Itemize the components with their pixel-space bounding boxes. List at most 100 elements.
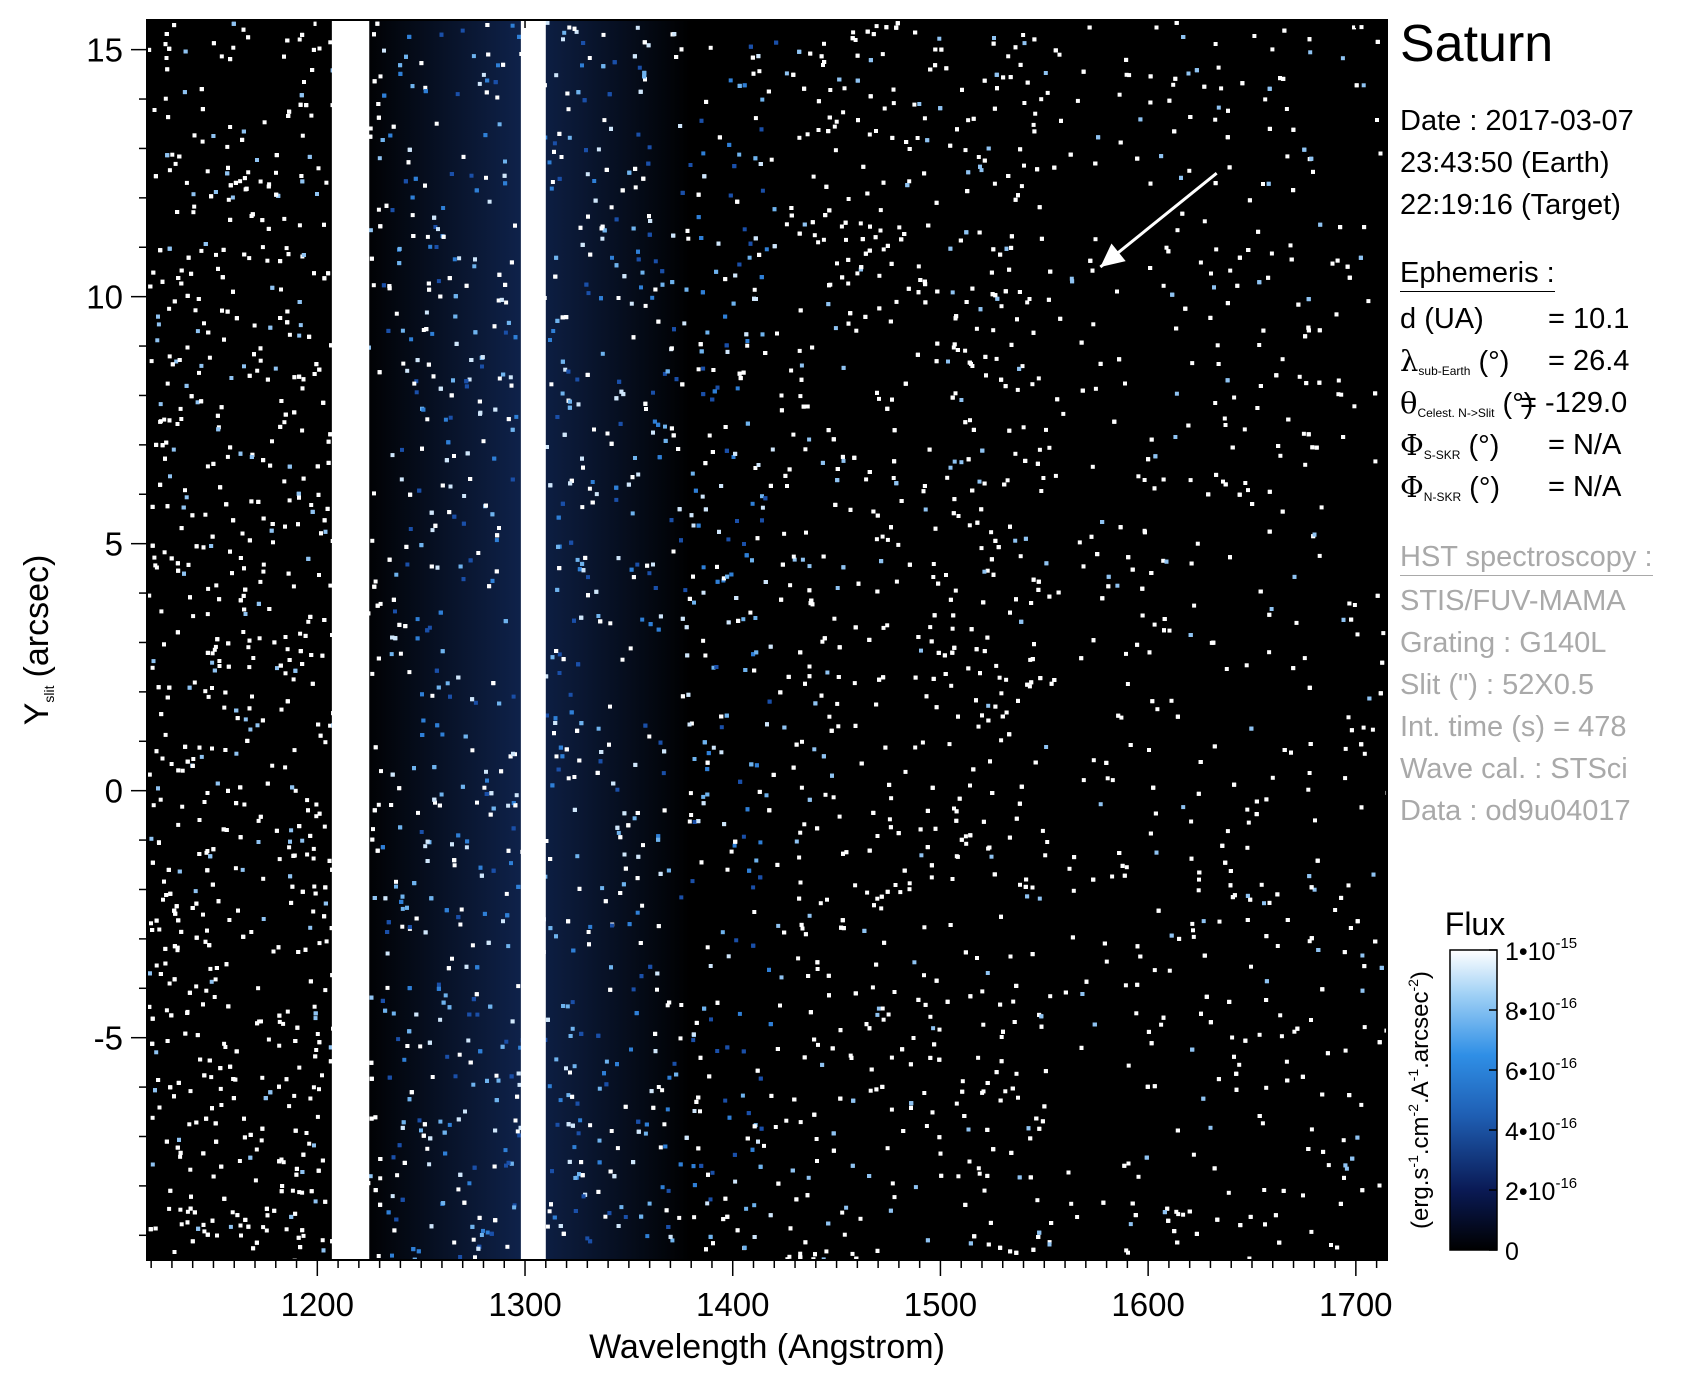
noise-pixel — [1025, 894, 1030, 899]
noise-pixel — [1149, 437, 1154, 442]
noise-pixel — [1011, 999, 1016, 1004]
noise-pixel — [891, 476, 896, 480]
noise-pixel — [277, 1019, 282, 1024]
noise-pixel — [1196, 888, 1201, 893]
noise-pixel — [688, 163, 693, 167]
noise-pixel — [743, 668, 748, 672]
noise-pixel — [775, 331, 779, 336]
noise-pixel — [188, 1089, 193, 1094]
noise-pixel — [789, 368, 794, 373]
noise-pixel — [946, 359, 950, 364]
noise-pixel — [1191, 1152, 1196, 1157]
noise-pixel — [195, 1033, 200, 1038]
noise-pixel — [1245, 807, 1250, 812]
noise-pixel — [991, 247, 996, 252]
noise-pixel — [887, 817, 892, 822]
noise-pixel — [928, 1014, 933, 1019]
noise-pixel — [894, 299, 899, 304]
noise-pixel — [506, 417, 511, 422]
noise-pixel — [394, 572, 399, 577]
noise-pixel — [1181, 805, 1186, 810]
noise-pixel — [1020, 364, 1025, 369]
noise-pixel — [807, 437, 812, 442]
noise-pixel — [658, 1145, 663, 1150]
noise-pixel — [169, 556, 174, 561]
noise-pixel — [913, 1185, 918, 1190]
noise-pixel — [580, 505, 585, 510]
noise-pixel — [691, 1164, 696, 1169]
noise-pixel — [912, 102, 917, 107]
noise-pixel — [610, 923, 614, 928]
noise-pixel — [471, 54, 476, 59]
noise-pixel — [1346, 883, 1351, 888]
noise-pixel — [726, 620, 731, 625]
noise-pixel — [307, 1141, 312, 1146]
noise-pixel — [172, 23, 177, 28]
noise-pixel — [473, 1255, 477, 1260]
noise-pixel — [425, 234, 430, 239]
noise-pixel — [560, 754, 565, 759]
noise-pixel — [467, 377, 472, 382]
noise-pixel — [1262, 1188, 1267, 1192]
noise-pixel — [147, 47, 152, 52]
noise-pixel — [933, 47, 938, 52]
noise-pixel — [907, 179, 912, 184]
noise-pixel — [413, 176, 418, 181]
noise-pixel — [792, 557, 797, 562]
noise-pixel — [496, 298, 501, 303]
noise-pixel — [479, 1233, 484, 1237]
noise-pixel — [918, 827, 923, 832]
noise-pixel — [566, 107, 571, 112]
noise-pixel — [427, 1162, 432, 1167]
noise-pixel — [976, 1055, 981, 1060]
noise-pixel — [701, 151, 706, 156]
noise-pixel — [609, 965, 613, 970]
noise-pixel — [858, 221, 863, 226]
noise-pixel — [253, 1178, 258, 1183]
noise-pixel — [184, 180, 189, 185]
noise-pixel — [436, 227, 440, 232]
noise-pixel — [867, 132, 872, 137]
noise-pixel — [300, 1228, 305, 1233]
noise-pixel — [1016, 1095, 1020, 1100]
noise-pixel — [292, 1093, 297, 1098]
noise-pixel — [768, 644, 773, 649]
noise-pixel — [510, 477, 515, 482]
noise-pixel — [151, 803, 156, 808]
noise-pixel — [510, 23, 515, 28]
noise-pixel — [311, 1085, 316, 1090]
noise-pixel — [881, 247, 886, 252]
noise-pixel — [976, 724, 981, 729]
noise-pixel — [641, 843, 645, 848]
noise-pixel — [764, 793, 769, 798]
noise-pixel — [1138, 117, 1143, 122]
noise-pixel — [669, 426, 674, 431]
noise-pixel — [420, 692, 424, 697]
noise-pixel — [300, 1190, 305, 1195]
noise-pixel — [998, 1002, 1003, 1007]
noise-pixel — [157, 840, 161, 845]
noise-pixel — [769, 1093, 774, 1098]
noise-pixel — [1191, 928, 1195, 933]
noise-pixel — [893, 883, 898, 887]
noise-pixel — [206, 586, 211, 591]
noise-pixel — [329, 926, 334, 931]
noise-pixel — [461, 521, 466, 526]
noise-pixel — [1307, 771, 1312, 775]
noise-pixel — [198, 1057, 203, 1062]
noise-pixel — [285, 1009, 290, 1014]
noise-pixel — [438, 1017, 443, 1022]
noise-pixel — [907, 887, 912, 892]
noise-pixel — [292, 375, 297, 380]
noise-pixel — [956, 1174, 961, 1179]
noise-pixel — [397, 246, 402, 251]
noise-pixel — [251, 1246, 256, 1251]
noise-pixel — [291, 677, 296, 682]
noise-pixel — [1008, 954, 1013, 959]
noise-pixel — [462, 494, 467, 498]
noise-pixel — [1176, 1212, 1181, 1217]
noise-pixel — [306, 619, 311, 624]
noise-pixel — [989, 854, 994, 859]
noise-pixel — [248, 727, 253, 732]
noise-pixel — [1161, 477, 1166, 482]
